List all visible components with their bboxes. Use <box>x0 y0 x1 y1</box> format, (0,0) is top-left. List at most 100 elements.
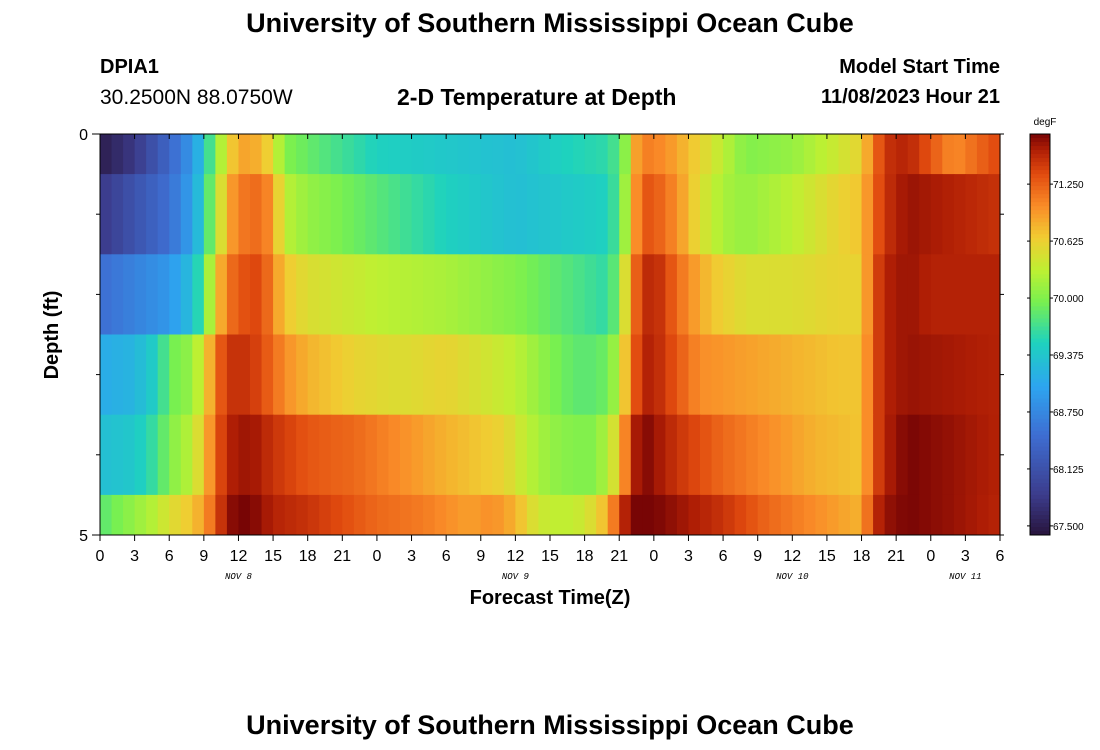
heatmap-cell <box>919 174 932 255</box>
heatmap-cell <box>273 174 286 255</box>
heatmap-cell <box>100 414 113 496</box>
heatmap-cell <box>688 334 701 416</box>
heatmap-cell <box>146 334 159 416</box>
heatmap-cell <box>307 494 320 536</box>
heatmap-cell <box>134 494 147 536</box>
heatmap-cell <box>180 174 193 255</box>
heatmap-cell <box>550 134 563 175</box>
heatmap-cell <box>203 174 216 255</box>
heatmap-cell <box>330 254 343 335</box>
heatmap-cell <box>711 414 724 496</box>
heatmap-cell <box>723 134 736 175</box>
heatmap-cell <box>550 334 563 416</box>
colorbar-step <box>1030 418 1050 424</box>
heatmap-cell <box>757 174 770 255</box>
colorbar-step <box>1030 446 1050 452</box>
colorbar-step <box>1030 470 1050 476</box>
colorbar-frame <box>1029 133 1051 536</box>
colorbar-step <box>1030 522 1050 528</box>
heatmap-cell <box>642 494 655 536</box>
heatmap-cell <box>965 134 978 175</box>
heatmap-cell <box>896 254 909 335</box>
colorbar-step <box>1030 406 1050 412</box>
colorbar-step <box>1030 370 1050 376</box>
heatmap-cell <box>919 334 932 416</box>
heatmap-cell <box>250 494 263 536</box>
heatmap-cell <box>850 334 863 416</box>
heatmap-cell <box>965 254 978 335</box>
heatmap-cell <box>838 134 851 175</box>
heatmap-cell <box>930 334 943 416</box>
heatmap-cell <box>815 414 828 496</box>
heatmap-cell <box>515 174 528 255</box>
heatmap-cell <box>861 334 874 416</box>
colorbar-step <box>1030 266 1050 271</box>
heatmap-cell <box>192 174 205 255</box>
heatmap-cell <box>584 134 597 175</box>
heatmap-cell <box>884 134 897 175</box>
heatmap-cell <box>215 174 228 255</box>
heatmap-cell <box>526 494 540 536</box>
x-tick-label: 6 <box>996 548 1005 565</box>
heatmap-cell <box>850 494 863 536</box>
heatmap-cell <box>342 174 355 255</box>
heatmap-cell <box>873 414 886 496</box>
heatmap-cell <box>342 254 355 335</box>
heatmap-cell <box>469 494 482 536</box>
heatmap-cell <box>307 334 320 416</box>
heatmap-cell <box>561 134 574 175</box>
heatmap-cell <box>503 414 516 496</box>
colorbar-step <box>1030 242 1050 247</box>
heatmap-cell <box>469 254 482 335</box>
heatmap-cell <box>157 174 170 255</box>
heatmap-cell <box>180 494 193 536</box>
heatmap-cell <box>480 494 493 536</box>
heatmap-cell <box>123 254 136 335</box>
heatmap-cell <box>226 414 240 496</box>
heatmap-cell <box>942 334 955 416</box>
heatmap-cell <box>146 254 159 335</box>
colorbar-step <box>1030 490 1050 496</box>
heatmap-cell <box>642 334 655 416</box>
colorbar-step <box>1030 206 1050 211</box>
heatmap-cell <box>653 254 666 335</box>
heatmap-cell <box>365 134 378 175</box>
x-tick-label: 18 <box>299 548 317 565</box>
heatmap-cell <box>642 414 655 496</box>
heatmap-cell <box>296 174 309 255</box>
colorbar-tick-label: 68.750 <box>1053 408 1084 419</box>
heatmap-cell <box>700 494 713 536</box>
heatmap-cell <box>457 334 470 416</box>
heatmap-cell <box>123 414 136 496</box>
heatmap-cell <box>607 334 620 416</box>
heatmap-cell <box>676 174 690 255</box>
heatmap-cell <box>100 494 113 536</box>
heatmap-cell <box>342 334 355 416</box>
heatmap-cell <box>146 174 159 255</box>
heatmap-cell <box>792 414 805 496</box>
heatmap-cell <box>873 494 886 536</box>
heatmap-cell <box>515 254 528 335</box>
heatmap-cell <box>653 334 666 416</box>
heatmap-cell <box>238 174 251 255</box>
colorbar-step <box>1030 154 1050 159</box>
heatmap-cell <box>100 334 113 416</box>
heatmap-cell <box>700 334 713 416</box>
heatmap-cell <box>469 134 482 175</box>
heatmap-cell <box>850 414 863 496</box>
heatmap-cell <box>988 254 1001 335</box>
heatmap-cell <box>526 334 540 416</box>
heatmap-cell <box>515 334 528 416</box>
heatmap-cell <box>573 174 586 255</box>
heatmap-cell <box>769 254 782 335</box>
x-tick-label: 15 <box>264 548 282 565</box>
heatmap-cell <box>238 254 251 335</box>
colorbar-step <box>1030 194 1050 199</box>
heatmap-cell <box>665 414 678 496</box>
heatmap-cell <box>538 134 551 175</box>
heatmap-cell <box>215 254 228 335</box>
heatmap-cell <box>388 254 401 335</box>
heatmap-cell <box>688 254 701 335</box>
station-id: DPIA1 <box>100 56 159 78</box>
colorbar-step <box>1030 162 1050 167</box>
